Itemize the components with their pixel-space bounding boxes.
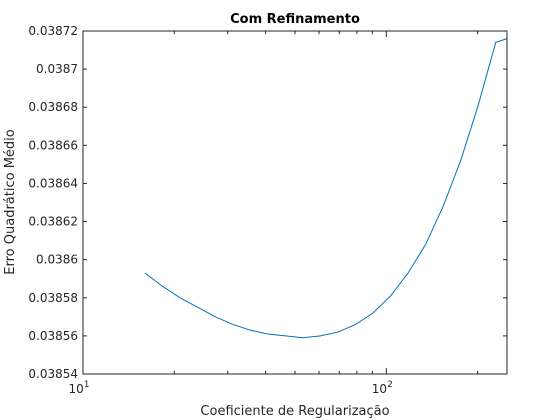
- y-tick-label: 0.03862: [28, 215, 78, 229]
- y-tick-label: 0.0386: [36, 253, 78, 267]
- x-tick-exponent: 2: [387, 380, 393, 390]
- x-tick-label: 102: [372, 380, 393, 396]
- y-tick-label: 0.03868: [28, 100, 78, 114]
- y-tick-label: 0.03866: [28, 138, 78, 152]
- x-tick-label: 101: [68, 380, 89, 396]
- x-axis-ticks: 101 102: [68, 31, 479, 396]
- y-tick-label: 0.03858: [28, 291, 78, 305]
- y-tick-label: 0.03854: [28, 367, 78, 381]
- y-tick-label: 0.03872: [28, 24, 78, 38]
- plot-area: [83, 31, 507, 374]
- y-axis-label: Erro Quadrático Médio: [3, 129, 18, 274]
- axes-box: [82, 30, 508, 375]
- y-tick-label: 0.0387: [36, 62, 78, 76]
- series-group: [144, 38, 508, 339]
- series-line-0: [144, 38, 508, 339]
- y-tick-label: 0.03856: [28, 329, 78, 343]
- x-axis-label: Coeficiente de Regularização: [200, 404, 389, 419]
- x-tick-base: 10: [68, 382, 83, 396]
- y-axis-ticks: 0.03854 0.03856 0.03858 0.0386 0.03862 0.0386…: [28, 24, 507, 381]
- chart-title: Com Refinamento: [230, 12, 360, 27]
- x-tick-exponent: 1: [84, 380, 90, 390]
- x-tick-base: 10: [372, 382, 387, 396]
- y-tick-label: 0.03864: [28, 176, 78, 190]
